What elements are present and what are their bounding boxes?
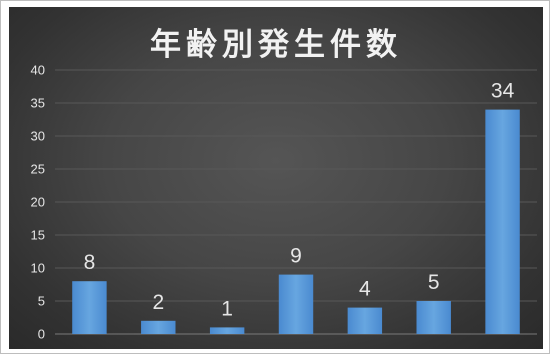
data-label-4: 9 xyxy=(290,245,302,268)
bar-2 xyxy=(141,320,176,334)
data-label-7: 34 xyxy=(491,80,515,103)
bar-7 xyxy=(485,109,520,334)
y-tick-label-25: 25 xyxy=(31,162,45,177)
y-tick-label-10: 10 xyxy=(31,261,45,276)
y-tick-label-30: 30 xyxy=(31,129,45,144)
y-tick-label-40: 40 xyxy=(31,63,45,78)
bar-5 xyxy=(347,307,383,334)
y-tick-label-15: 15 xyxy=(31,228,45,243)
y-tick-label-35: 35 xyxy=(31,96,45,111)
y-tick-label-5: 5 xyxy=(38,294,45,309)
data-labels: 8 2 1 9 4 5 34 xyxy=(84,80,515,321)
data-label-5: 4 xyxy=(359,278,371,301)
plot-area: 0 5 10 15 20 25 30 35 40 8 2 1 9 4 5 34 xyxy=(31,63,537,342)
data-label-1: 8 xyxy=(84,251,96,274)
chart-title: 年齢別発生件数 xyxy=(150,27,402,63)
data-label-6: 5 xyxy=(428,271,440,294)
y-tick-label-0: 0 xyxy=(38,327,45,342)
data-label-2: 2 xyxy=(152,291,164,314)
bar-3 xyxy=(209,327,245,334)
chart-area: 年齢別発生件数 0 5 10 15 20 25 30 35 40 8 2 1 9 4 5 34 xyxy=(9,7,543,349)
y-axis-ticks: 0 5 10 15 20 25 30 35 40 xyxy=(31,63,45,342)
bar-4 xyxy=(278,274,314,334)
bar-1 xyxy=(72,281,107,334)
bar-6 xyxy=(416,301,451,334)
data-label-3: 1 xyxy=(221,297,233,320)
y-tick-label-20: 20 xyxy=(31,195,45,210)
bars xyxy=(72,109,520,334)
